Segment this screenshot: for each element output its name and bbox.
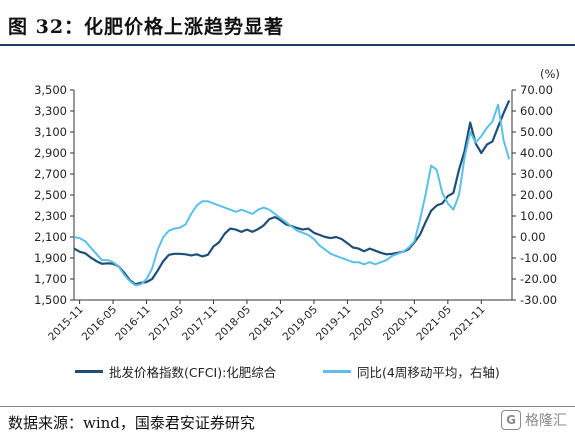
- y-left-tick-label: 3,500: [34, 83, 67, 97]
- x-tick-label: 2020-11: [381, 304, 421, 344]
- y-right-tick-label: 40.00: [520, 146, 553, 160]
- y-right-tick-label: 0.00: [520, 230, 546, 244]
- y-right-tick-label: 70.00: [520, 83, 553, 97]
- x-tick-label: 2016-05: [80, 304, 120, 344]
- y-left-tick-label: 1,500: [34, 293, 67, 307]
- y-left-tick-label: 2,100: [34, 230, 67, 244]
- y-right-tick-label: -10.00: [520, 251, 557, 265]
- y-left-tick-label: 2,300: [34, 209, 67, 223]
- x-tick-label: 2016-11: [113, 304, 153, 344]
- x-tick-label: 2021-05: [414, 304, 454, 344]
- x-tick-label: 2017-05: [147, 304, 187, 344]
- legend-item-left-series: 批发价格指数(CFCI):化肥综合: [75, 362, 276, 381]
- title-bar: 图 32：化肥价格上涨趋势显著: [0, 0, 575, 50]
- y-left-tick-label: 3,100: [34, 125, 67, 139]
- x-tick-label: 2019-11: [314, 304, 354, 344]
- legend-item-right-series: 同比(4周移动平均，右轴): [323, 362, 500, 381]
- chart: 1,500 1,700 1,900 2,100 2,300 2,500 2,700 2,900…: [34, 67, 560, 344]
- watermark-text: 格隆汇: [525, 413, 567, 429]
- y-right-tick-label: 30.00: [520, 167, 553, 181]
- y-right-tick-label: -30.00: [520, 293, 557, 307]
- watermark-logo-icon: G: [501, 410, 521, 430]
- chart-legend: 批发价格指数(CFCI):化肥综合 同比(4周移动平均，右轴): [75, 362, 555, 384]
- source-note: 数据来源：wind，国泰君安证券研究: [8, 414, 255, 432]
- x-tick-label: 2021-11: [448, 304, 488, 344]
- legend-swatch-right-series: [323, 370, 351, 373]
- y-right-tick-label: 50.00: [520, 125, 553, 139]
- watermark: G 格隆汇: [501, 410, 567, 430]
- x-tick-label: 2019-05: [281, 304, 321, 344]
- y-left-tick-label: 1,900: [34, 251, 67, 265]
- y-left-tick-label: 2,900: [34, 146, 67, 160]
- series-line-right: [73, 103, 511, 287]
- y-left-tick-label: 3,300: [34, 104, 67, 118]
- legend-swatch-left-series: [75, 370, 103, 373]
- y-right-tick-label: -20.00: [520, 272, 557, 286]
- y-left-tick-label: 2,700: [34, 167, 67, 181]
- x-tick-label: 2017-11: [180, 304, 220, 344]
- x-tick-label: 2018-11: [247, 304, 287, 344]
- chart-title: 图 32：化肥价格上涨趋势显著: [8, 16, 285, 38]
- footer-divider: [0, 406, 575, 407]
- y-right-tick-label: 10.00: [520, 209, 553, 223]
- x-tick-label: 2020-05: [347, 304, 387, 344]
- y-left-tick-label: 1,700: [34, 272, 67, 286]
- series-line-left: [73, 100, 511, 286]
- legend-label-left-series: 批发价格指数(CFCI):化肥综合: [109, 365, 277, 380]
- y-right-tick-label: 20.00: [520, 188, 553, 202]
- y-right-unit-label: (%): [540, 67, 560, 81]
- x-tick-label: 2018-05: [214, 304, 254, 344]
- title-divider: [0, 44, 575, 46]
- legend-label-right-series: 同比(4周移动平均，右轴): [357, 365, 500, 380]
- y-left-tick-label: 2,500: [34, 188, 67, 202]
- x-tick-label: 2015-11: [46, 304, 86, 344]
- y-right-tick-label: 60.00: [520, 104, 553, 118]
